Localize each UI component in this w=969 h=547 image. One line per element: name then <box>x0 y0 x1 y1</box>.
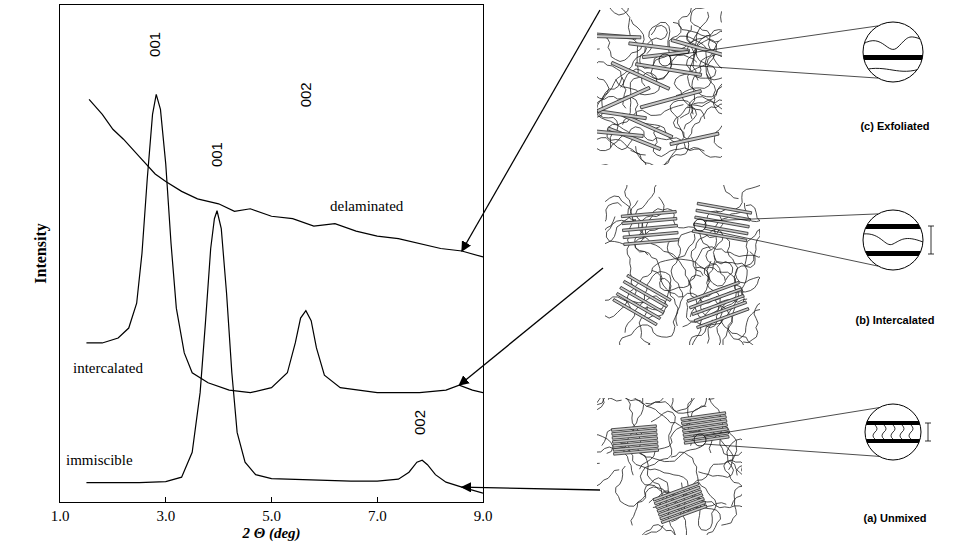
svg-text:002: 002 <box>297 82 314 107</box>
svg-text:(c) Exfoliated: (c) Exfoliated <box>860 120 929 132</box>
svg-text:(b) Intercalated: (b) Intercalated <box>856 314 935 326</box>
svg-text:(a) Unmixed: (a) Unmixed <box>864 512 927 524</box>
svg-text:5.0: 5.0 <box>262 508 281 524</box>
svg-text:002: 002 <box>411 410 428 435</box>
svg-text:immiscible: immiscible <box>66 452 133 468</box>
svg-text:Intensity: Intensity <box>32 223 50 283</box>
svg-text:2 Θ (deg): 2 Θ (deg) <box>241 525 300 542</box>
svg-text:9.0: 9.0 <box>474 508 493 524</box>
svg-text:7.0: 7.0 <box>368 508 387 524</box>
svg-text:delaminated: delaminated <box>330 198 404 214</box>
svg-text:001: 001 <box>146 32 163 57</box>
svg-text:intercalated: intercalated <box>73 360 143 376</box>
svg-text:3.0: 3.0 <box>156 508 175 524</box>
svg-text:001: 001 <box>208 142 225 167</box>
svg-text:1.0: 1.0 <box>51 508 70 524</box>
